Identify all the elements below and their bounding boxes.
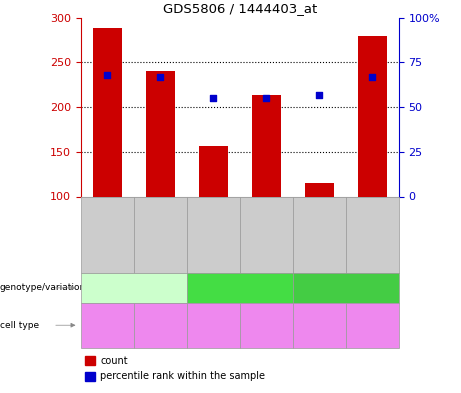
Text: GSM1639870: GSM1639870: [262, 209, 271, 261]
Text: GSM1639867: GSM1639867: [103, 209, 112, 261]
Text: genotype/variation: genotype/variation: [0, 283, 86, 292]
Text: granulocyte
/monocyte
progenitors: granulocyte /monocyte progenitors: [197, 317, 229, 334]
Point: [262, 95, 270, 101]
Point: [209, 95, 217, 101]
Text: GSM1639869: GSM1639869: [209, 209, 218, 261]
Text: FLT3/ITD: FLT3/ITD: [221, 283, 259, 292]
Text: count: count: [100, 356, 128, 366]
Point: [156, 73, 164, 80]
Point: [315, 92, 323, 98]
Text: granulocyte
/monocyte
progenitors: granulocyte /monocyte progenitors: [303, 317, 335, 334]
Text: GSM1639871: GSM1639871: [315, 209, 324, 260]
Bar: [199, 145, 228, 196]
Point: [368, 73, 376, 80]
Bar: [93, 28, 122, 196]
Text: KSL
hematopoi
etic stem
progenitors: KSL hematopoi etic stem progenitors: [251, 314, 281, 336]
Text: GSM1639868: GSM1639868: [156, 209, 165, 260]
Text: KSL
hematopoi
etic stem
progenitors: KSL hematopoi etic stem progenitors: [357, 314, 387, 336]
Text: wild type: wild type: [113, 283, 154, 292]
Title: GDS5806 / 1444403_at: GDS5806 / 1444403_at: [163, 2, 317, 15]
Text: GSM1639872: GSM1639872: [368, 209, 377, 260]
Text: FLT3/ITD-SmoM2: FLT3/ITD-SmoM2: [308, 283, 383, 292]
Bar: [305, 183, 334, 196]
Bar: [146, 71, 175, 196]
Point: [103, 72, 111, 78]
Text: percentile rank within the sample: percentile rank within the sample: [100, 371, 265, 382]
Text: cell type: cell type: [0, 321, 39, 330]
Text: granulocyt
e/monocyt
e progenitors: granulocyt e/monocyt e progenitors: [89, 317, 125, 334]
Text: KSL
hematopoi
etic stem
progenitors: KSL hematopoi etic stem progenitors: [145, 314, 175, 336]
Bar: [252, 95, 281, 196]
Bar: [358, 37, 387, 197]
